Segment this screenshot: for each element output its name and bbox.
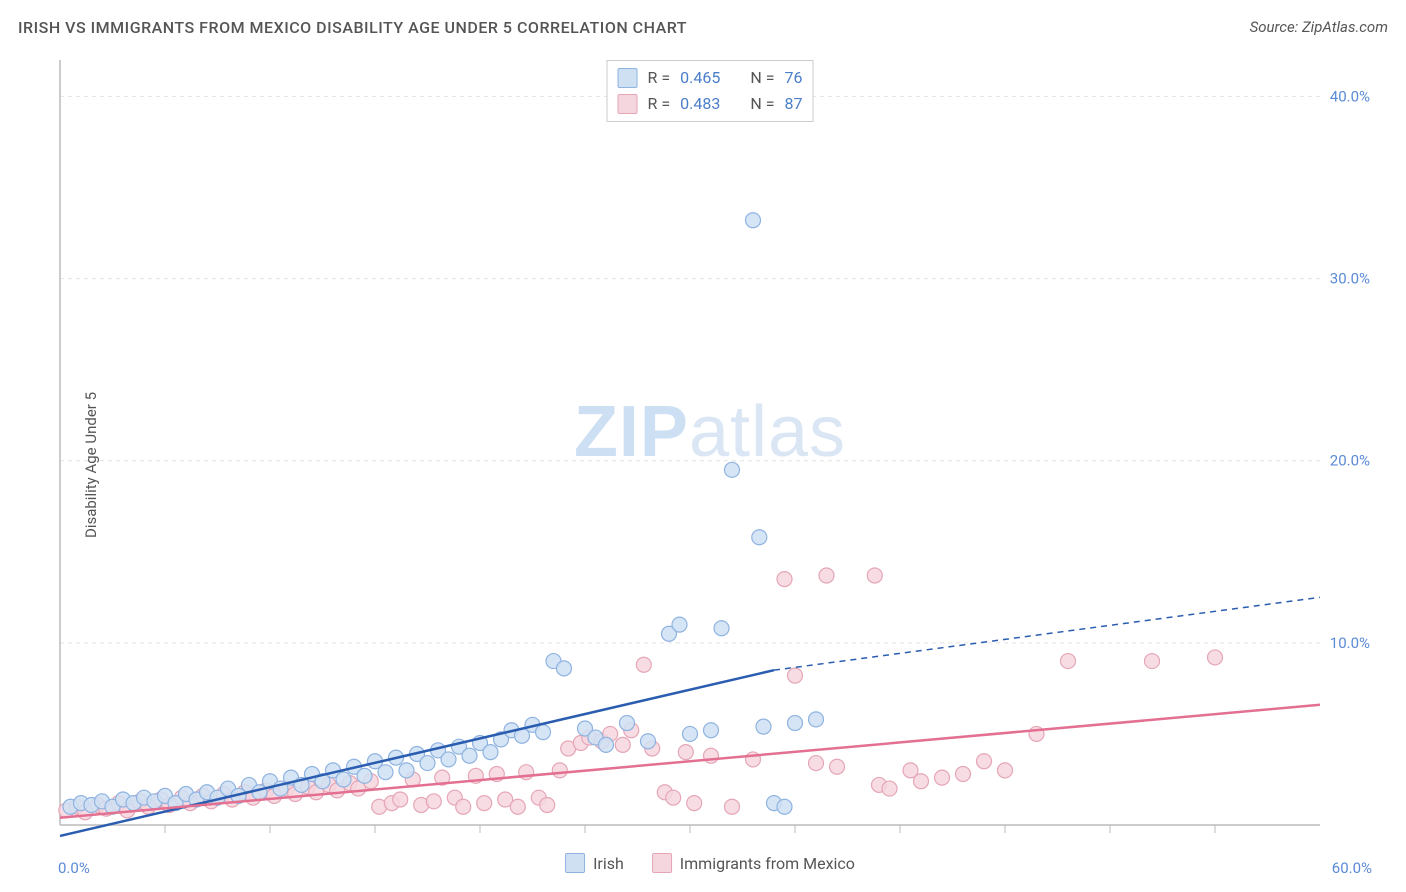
irish-point xyxy=(725,462,740,477)
irish-point xyxy=(620,716,635,731)
mexico-point xyxy=(788,668,803,683)
irish-point xyxy=(599,737,614,752)
r-value: 0.465 xyxy=(680,65,720,91)
mexico-point xyxy=(456,799,471,814)
y-tick-label: 20.0% xyxy=(1330,452,1370,470)
legend-series-label: Immigrants from Mexico xyxy=(680,854,855,873)
irish-point xyxy=(777,799,792,814)
r-label: R = xyxy=(648,65,671,91)
mexico-point xyxy=(552,763,567,778)
irish-point xyxy=(557,661,572,676)
mexico-point xyxy=(809,756,824,771)
y-tick-label: 30.0% xyxy=(1330,270,1370,288)
irish-trend-line-extrapolated xyxy=(774,597,1320,670)
mexico-point xyxy=(426,794,441,809)
mexico-point xyxy=(1145,654,1160,669)
irish-point xyxy=(399,763,414,778)
mexico-point xyxy=(830,759,845,774)
mexico-point xyxy=(819,568,834,583)
mexico-point xyxy=(1061,654,1076,669)
legend-swatch xyxy=(618,94,638,114)
irish-point xyxy=(420,756,435,771)
n-label: N = xyxy=(750,65,774,91)
irish-point xyxy=(683,726,698,741)
x-axis-max-label: 60.0% xyxy=(1332,859,1372,877)
r-label: R = xyxy=(648,91,671,117)
irish-point xyxy=(672,617,687,632)
x-axis-min-label: 0.0% xyxy=(58,859,90,877)
page-title: IRISH VS IMMIGRANTS FROM MEXICO DISABILI… xyxy=(18,18,687,37)
mexico-point xyxy=(393,792,408,807)
mexico-point xyxy=(867,568,882,583)
mexico-point xyxy=(666,790,681,805)
legend-series-item: Irish xyxy=(565,853,624,873)
irish-point xyxy=(462,748,477,763)
irish-point xyxy=(336,772,351,787)
irish-point xyxy=(536,725,551,740)
mexico-point xyxy=(510,799,525,814)
mexico-point xyxy=(540,797,555,812)
legend-series-item: Immigrants from Mexico xyxy=(652,853,855,873)
legend-series: Irish Immigrants from Mexico xyxy=(565,853,855,873)
irish-point xyxy=(752,530,767,545)
mexico-point xyxy=(615,737,630,752)
mexico-point xyxy=(882,781,897,796)
mexico-point xyxy=(1208,650,1223,665)
irish-point xyxy=(378,765,393,780)
irish-point xyxy=(714,621,729,636)
mexico-point xyxy=(935,770,950,785)
source-label: Source: ZipAtlas.com xyxy=(1250,18,1388,36)
r-value: 0.483 xyxy=(680,91,720,117)
legend-correlation-row: R = 0.483 N = 87 xyxy=(618,91,803,117)
legend-correlation: R = 0.465 N = 76 R = 0.483 N = 87 xyxy=(607,60,814,122)
chart-container: Disability Age Under 5 10.0% 20.0% 30.0% 40… xyxy=(50,55,1370,875)
mexico-point xyxy=(777,572,792,587)
y-tick-label: 10.0% xyxy=(1330,634,1370,652)
irish-point xyxy=(441,752,456,767)
y-tick-label: 40.0% xyxy=(1330,87,1370,105)
mexico-point xyxy=(687,796,702,811)
mexico-point xyxy=(914,774,929,789)
legend-swatch xyxy=(652,853,672,873)
legend-swatch xyxy=(565,853,585,873)
y-axis-label: Disability Age Under 5 xyxy=(82,392,100,538)
legend-correlation-row: R = 0.465 N = 76 xyxy=(618,65,803,91)
mexico-point xyxy=(998,763,1013,778)
irish-point xyxy=(483,745,498,760)
irish-point xyxy=(704,723,719,738)
irish-point xyxy=(809,712,824,727)
irish-point xyxy=(357,768,372,783)
mexico-point xyxy=(477,796,492,811)
n-label: N = xyxy=(750,91,774,117)
mexico-point xyxy=(678,745,693,760)
mexico-point xyxy=(977,754,992,769)
irish-point xyxy=(746,213,761,228)
irish-point xyxy=(788,716,803,731)
mexico-point xyxy=(725,799,740,814)
legend-series-label: Irish xyxy=(593,854,624,873)
n-value: 76 xyxy=(784,65,802,91)
irish-point xyxy=(641,734,656,749)
legend-swatch xyxy=(618,68,638,88)
mexico-point xyxy=(636,657,651,672)
mexico-point xyxy=(956,767,971,782)
n-value: 87 xyxy=(784,91,802,117)
irish-point xyxy=(756,719,771,734)
scatter-chart: 10.0% 20.0% 30.0% 40.0% xyxy=(50,55,1370,845)
